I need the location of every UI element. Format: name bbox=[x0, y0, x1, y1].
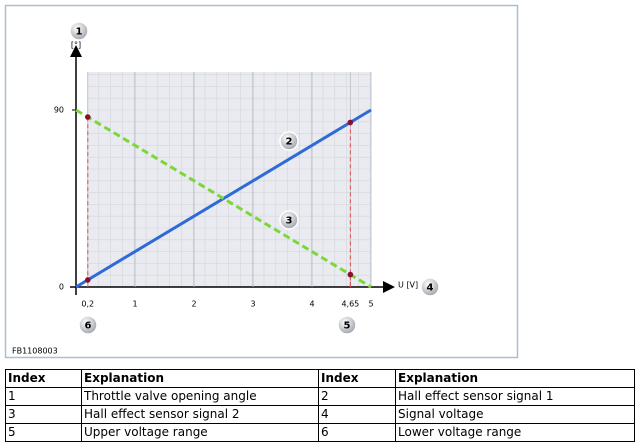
header-cell: Index bbox=[318, 369, 396, 388]
marker-point bbox=[85, 277, 91, 283]
marker-point bbox=[347, 271, 354, 278]
callout-number: 6 bbox=[85, 321, 92, 332]
table-cell: Lower voltage range bbox=[395, 423, 635, 442]
table-cell: Hall effect sensor signal 2 bbox=[81, 405, 319, 424]
callout-circle bbox=[337, 315, 357, 335]
x-tick-label: 2 bbox=[191, 300, 196, 309]
callout-number: 3 bbox=[286, 216, 293, 227]
callout-circle bbox=[279, 210, 299, 230]
y-tick-label: 90 bbox=[54, 106, 64, 115]
table-cell: Upper voltage range bbox=[81, 423, 319, 442]
signal-line bbox=[75, 108, 372, 289]
callout-number: 1 bbox=[76, 27, 83, 38]
header-cell: Explanation bbox=[395, 369, 635, 388]
table-cell: 4 bbox=[318, 405, 396, 424]
table-cell: Hall effect sensor signal 1 bbox=[395, 387, 635, 406]
table-cell: 1 bbox=[5, 387, 82, 406]
marker-point bbox=[85, 114, 91, 120]
table-cell: Throttle valve opening angle bbox=[81, 387, 319, 406]
x-tick-label: 5 bbox=[368, 300, 373, 309]
table-cell: 5 bbox=[5, 423, 82, 442]
x-tick-label: 4 bbox=[309, 300, 314, 309]
header-cell: Index bbox=[5, 369, 82, 388]
callout-circle bbox=[69, 21, 89, 41]
legend-table: Index Explanation Index Explanation 1 Thr… bbox=[5, 369, 635, 442]
table-cell: 2 bbox=[318, 387, 396, 406]
table-cell: 3 bbox=[5, 405, 82, 424]
callout-circle bbox=[279, 131, 299, 151]
figure-id: FB1108003 bbox=[12, 347, 58, 356]
callout-number: 4 bbox=[427, 283, 434, 294]
table-row: 5 Upper voltage range 6 Lower voltage range bbox=[5, 423, 635, 442]
y-tick-label: 0 bbox=[59, 283, 64, 292]
header-cell: Explanation bbox=[81, 369, 319, 388]
x-tick-label: 4,65 bbox=[341, 300, 359, 309]
x-tick-label: 3 bbox=[250, 300, 255, 309]
figure: [°] U [V] FB1108003 0,2 1 2 3 4 4,65 5 0 90 2 3 1 4 5… bbox=[4, 4, 519, 359]
table-header: Index Explanation Index Explanation bbox=[5, 369, 635, 388]
table-row: 1 Throttle valve opening angle 2 Hall effec… bbox=[5, 387, 635, 406]
table-cell: 6 bbox=[318, 423, 396, 442]
x-axis-label: U [V] bbox=[398, 281, 418, 290]
callout-circle bbox=[420, 277, 440, 297]
callout-circle bbox=[78, 315, 98, 335]
x-tick-label: 1 bbox=[132, 300, 137, 309]
x-tick-label: 0,2 bbox=[81, 300, 94, 309]
table-cell: Signal voltage bbox=[395, 405, 635, 424]
callout-number: 5 bbox=[344, 321, 351, 332]
table-row: 3 Hall effect sensor signal 2 4 Signal volt… bbox=[5, 405, 635, 424]
signal-line bbox=[75, 108, 372, 289]
callout-number: 2 bbox=[286, 137, 293, 148]
marker-point bbox=[347, 119, 354, 126]
y-axis-label: [°] bbox=[71, 41, 81, 50]
